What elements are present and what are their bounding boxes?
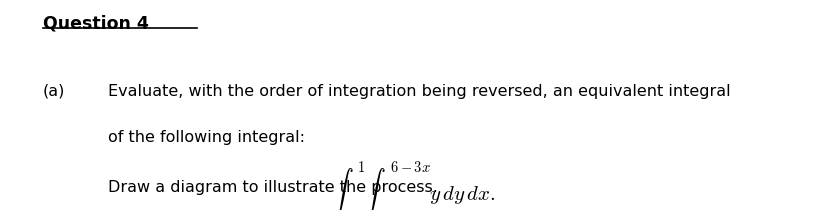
Text: Draw a diagram to illustrate the process.: Draw a diagram to illustrate the process… [108,180,437,195]
Text: of the following integral:: of the following integral: [108,130,304,145]
Text: Question 4: Question 4 [43,15,149,33]
Text: $\int_0^{\,1} \int_{\,3}^{\,6-3x} y\,dy\,dx.$: $\int_0^{\,1} \int_{\,3}^{\,6-3x} y\,dy\… [332,160,495,210]
Text: (a): (a) [43,84,65,99]
Text: Evaluate, with the order of integration being reversed, an equivalent integral: Evaluate, with the order of integration … [108,84,729,99]
